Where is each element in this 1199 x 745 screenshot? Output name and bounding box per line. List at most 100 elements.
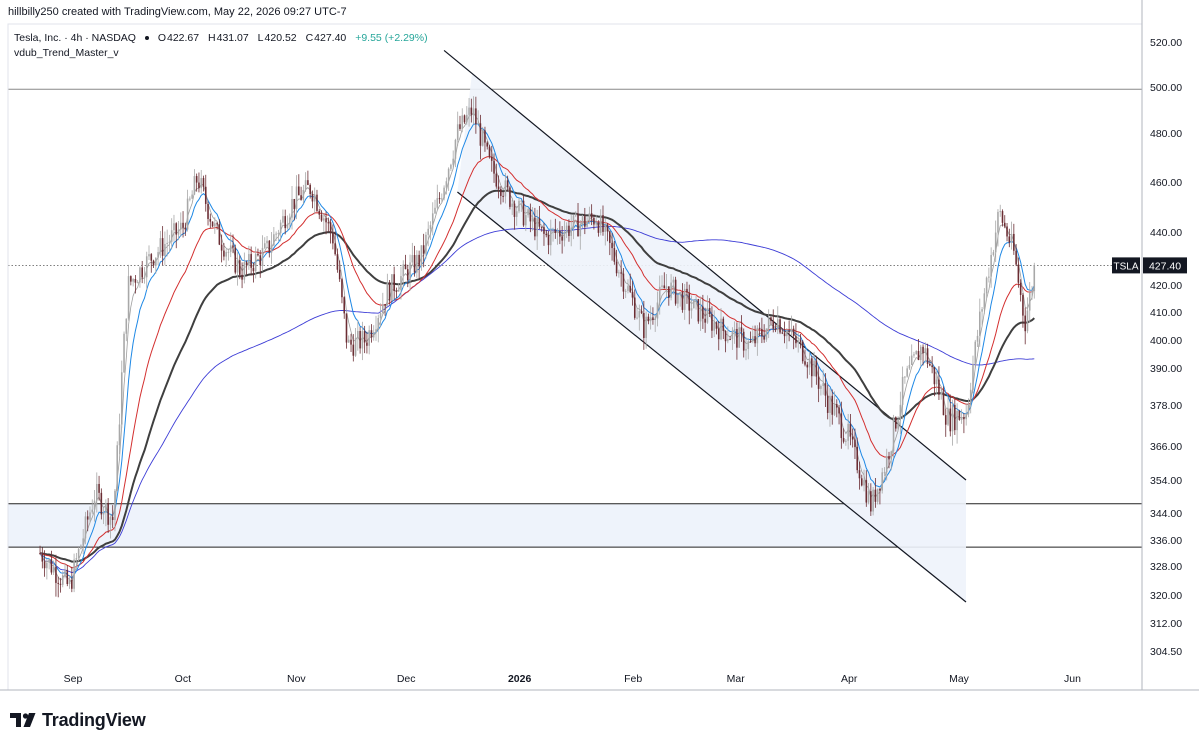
candle-body xyxy=(416,254,418,273)
candle-body xyxy=(913,354,915,356)
candle xyxy=(80,544,82,550)
candle xyxy=(191,190,193,199)
candle-body xyxy=(972,363,974,390)
candle-body xyxy=(46,562,48,569)
candle xyxy=(559,221,561,245)
candle-body xyxy=(438,198,441,200)
support-zone xyxy=(8,503,966,548)
candle xyxy=(990,247,992,288)
candle xyxy=(677,294,679,309)
candle xyxy=(699,296,702,332)
candle xyxy=(609,230,611,256)
candle xyxy=(774,323,777,333)
candle xyxy=(572,215,575,240)
candle xyxy=(1001,209,1004,227)
candle xyxy=(731,327,734,350)
candle xyxy=(833,391,836,417)
candle-body xyxy=(845,440,847,442)
candle-body xyxy=(184,227,187,230)
candle-body xyxy=(790,328,793,332)
candle-body xyxy=(66,569,69,585)
candle-body xyxy=(252,267,255,272)
candle xyxy=(1033,262,1036,299)
candle xyxy=(1003,215,1006,229)
candle xyxy=(579,220,582,250)
candle-body xyxy=(502,195,504,197)
y-tick-label: 320.00 xyxy=(1150,590,1182,602)
candle-body xyxy=(620,272,622,274)
candle-body xyxy=(427,228,429,235)
candle-body xyxy=(75,558,78,560)
candle xyxy=(602,205,604,236)
candle-body xyxy=(840,413,843,439)
price-chart[interactable]: 520.00 500.00 480.00 460.00 440.00 420.00 410.… xyxy=(0,0,1199,700)
candle-body xyxy=(749,341,752,343)
candle xyxy=(347,335,350,343)
ma-mid-line xyxy=(39,156,1035,569)
candle-body xyxy=(527,209,529,216)
candle xyxy=(223,243,225,261)
candle xyxy=(50,550,53,575)
candle xyxy=(686,281,688,304)
candle xyxy=(61,571,64,588)
candle xyxy=(979,298,981,347)
candle xyxy=(708,298,711,318)
candle xyxy=(620,260,622,287)
candle xyxy=(1015,244,1017,267)
symbol-legend[interactable]: Tesla, Inc. · 4h · NASDAQ O422.67 H431.0… xyxy=(14,32,428,44)
candle-body xyxy=(386,282,389,306)
candle-body xyxy=(824,383,827,396)
candle-body xyxy=(286,223,289,229)
candle xyxy=(994,220,997,263)
candle xyxy=(134,275,137,294)
candle-body xyxy=(350,339,352,345)
ma-slow-line xyxy=(39,189,1035,563)
candle xyxy=(431,202,434,236)
candle-body xyxy=(713,322,716,331)
symbol-description[interactable]: Tesla, Inc. · 4h · NASDAQ xyxy=(14,32,136,44)
candle xyxy=(425,231,427,259)
candle xyxy=(547,231,550,255)
candle xyxy=(1028,282,1031,323)
candle-body xyxy=(209,218,212,222)
candle-body xyxy=(57,582,60,584)
candle xyxy=(563,220,566,247)
candle-body xyxy=(352,344,355,356)
tradingview-logo[interactable]: TradingView xyxy=(10,707,146,733)
candle-body xyxy=(334,243,336,255)
x-tick-label: Mar xyxy=(727,673,746,685)
candle-body xyxy=(320,214,323,221)
candle-body xyxy=(935,379,938,385)
y-tick-label: 440.00 xyxy=(1150,227,1182,239)
candle xyxy=(418,250,420,279)
candle-body xyxy=(584,216,586,227)
candle xyxy=(913,351,915,358)
candle-body xyxy=(443,187,445,199)
candle-body xyxy=(139,267,141,283)
candle xyxy=(141,260,143,284)
candle-body xyxy=(534,217,536,237)
candle xyxy=(66,565,69,587)
candle-body xyxy=(300,195,302,200)
candle-body xyxy=(697,299,700,322)
candle-body xyxy=(681,292,684,310)
price-tag[interactable]: TSLA 427.40 xyxy=(1112,257,1187,274)
candle xyxy=(388,280,391,305)
candle-body xyxy=(842,438,845,442)
candle-body xyxy=(461,115,464,129)
candle-body xyxy=(382,304,384,313)
candle xyxy=(304,172,307,192)
candle-body xyxy=(370,330,373,338)
candle-body xyxy=(867,491,870,503)
indicator-legend[interactable]: vdub_Trend_Master_v xyxy=(14,47,119,59)
candle-body xyxy=(304,180,307,190)
candle-body xyxy=(472,108,475,115)
candle xyxy=(452,150,454,170)
candle-body xyxy=(100,492,103,515)
candle xyxy=(177,220,180,241)
candle-body xyxy=(391,274,393,301)
tradingview-logo-icon xyxy=(10,713,36,727)
candle-body xyxy=(420,245,423,267)
candle-body xyxy=(588,213,591,221)
candle xyxy=(382,292,384,315)
